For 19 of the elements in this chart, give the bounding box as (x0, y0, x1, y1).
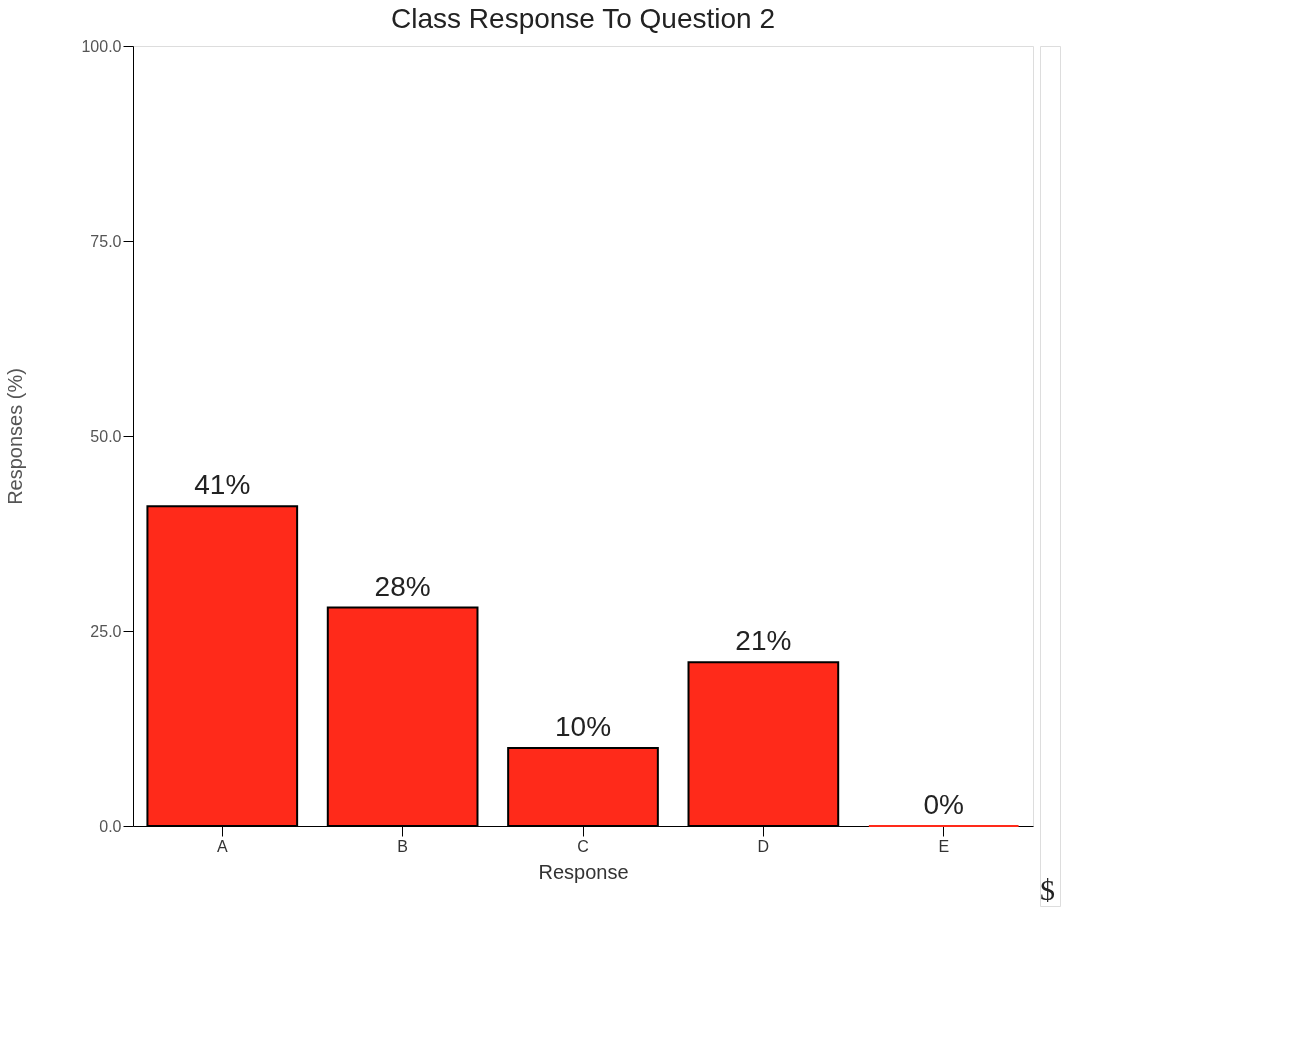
data-label: 10% (554, 711, 612, 742)
text: $ (1040, 873, 1055, 906)
data-label: 41% (194, 469, 251, 501)
y-tick-label: 50.0 (90, 427, 122, 445)
y-tick-label: 25.0 (90, 622, 122, 640)
x-tick-label: A (216, 837, 228, 855)
x-tick-label: B (397, 837, 408, 855)
chart-title: Class Response To Question 2 (391, 3, 775, 34)
y-axis-title: Responses (%) (4, 368, 27, 505)
data-label: 0% (923, 789, 964, 820)
x-tick-label: C (577, 837, 589, 855)
x-axis-title: Response (538, 860, 629, 883)
y-tick-label: 0.0 (99, 817, 122, 835)
data-label: 28% (374, 570, 431, 602)
data-label: 21% (735, 625, 792, 657)
y-tick-label: 100.0 (81, 37, 122, 55)
y-tick-label: 75.0 (90, 232, 122, 250)
x-tick-label: E (938, 837, 950, 855)
x-tick-label: D (757, 837, 770, 855)
